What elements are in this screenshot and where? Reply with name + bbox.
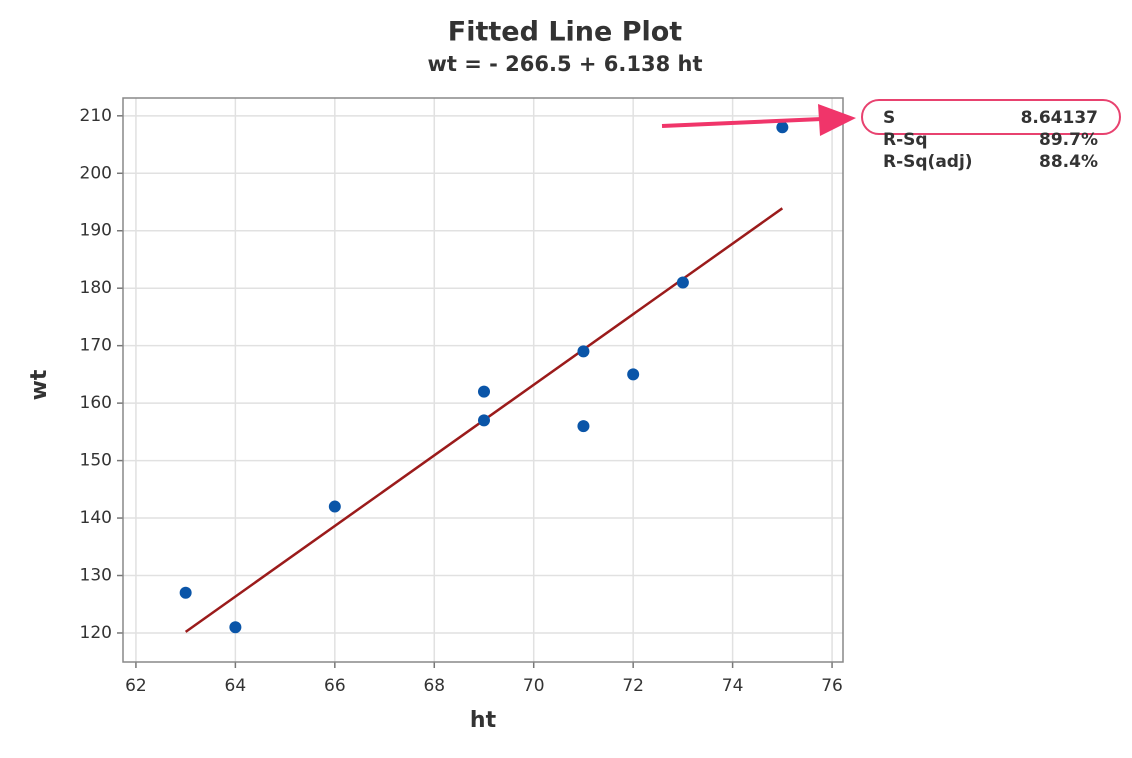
data-point — [477, 385, 490, 398]
chart-title: Fitted Line Plot — [448, 17, 683, 48]
plot-area: 120 130 140 150 160 170 180 190 200 210 62 64 66 68 70… — [80, 97, 844, 696]
data-point — [328, 500, 341, 513]
y-tick-label: 190 — [80, 221, 112, 241]
x-tick-label: 68 — [423, 676, 445, 696]
x-tick-label: 62 — [125, 676, 147, 696]
x-tick-label: 72 — [622, 676, 644, 696]
data-point — [229, 621, 242, 634]
y-axis-label: wt — [27, 369, 52, 400]
y-tick-label: 210 — [80, 106, 112, 126]
x-tick-label: 70 — [523, 676, 545, 696]
stat-label: S — [883, 108, 895, 128]
x-tick-label: 64 — [225, 676, 247, 696]
stat-label: R-Sq — [883, 130, 928, 150]
x-axis-label: ht — [470, 708, 497, 733]
data-point — [627, 368, 640, 381]
plot-border — [122, 97, 844, 663]
data-point — [577, 420, 590, 433]
y-tick-label: 140 — [80, 508, 112, 528]
y-tick-label: 180 — [80, 278, 112, 298]
arrow-head — [818, 104, 856, 136]
x-tick-label: 76 — [821, 676, 843, 696]
data-point — [776, 121, 789, 134]
chart-subtitle: wt = - 266.5 + 6.138 ht — [427, 52, 702, 76]
data-point — [577, 345, 590, 358]
y-tick-label: 130 — [80, 566, 112, 586]
y-tick-label: 170 — [80, 336, 112, 356]
stat-label: R-Sq(adj) — [883, 152, 973, 172]
data-point — [179, 586, 192, 599]
stat-value: 88.4% — [1039, 152, 1098, 172]
data-point — [676, 276, 689, 289]
highlight-box — [861, 99, 1121, 135]
y-tick-label: 200 — [80, 163, 112, 183]
stat-value: 8.64137 — [1021, 108, 1098, 128]
x-tick-label: 66 — [324, 676, 346, 696]
data-point — [477, 414, 490, 427]
y-tick-label: 150 — [80, 451, 112, 471]
arrow-shaft — [661, 117, 823, 128]
y-tick-label: 160 — [80, 393, 112, 413]
y-tick-label: 120 — [80, 623, 112, 643]
x-tick-label: 74 — [722, 676, 744, 696]
stat-value: 89.7% — [1039, 130, 1098, 150]
stats-box: S 8.64137 R-Sq 89.7% R-Sq(adj) 88.4% — [883, 108, 1098, 172]
